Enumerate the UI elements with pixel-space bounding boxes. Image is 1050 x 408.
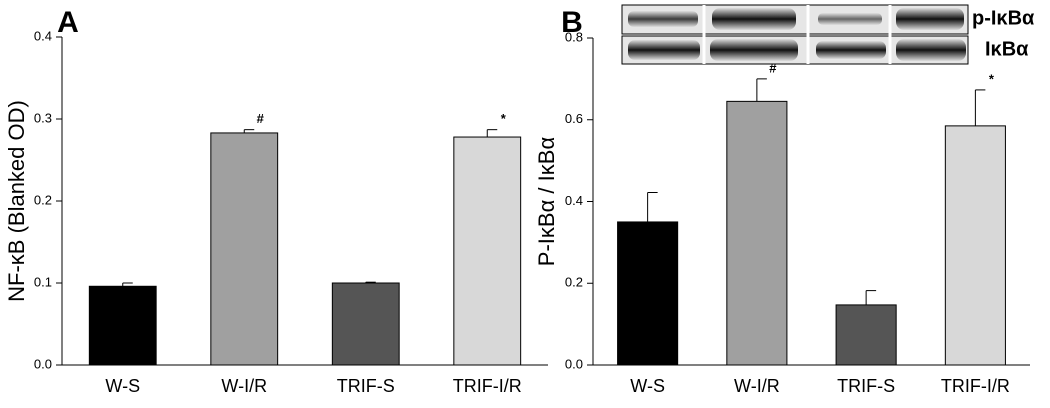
y-tick-label: 0.4 — [34, 28, 52, 43]
significance-mark: * — [501, 111, 507, 126]
significance-mark: # — [769, 60, 777, 75]
y-axis-title: NF-κB (Blanked OD) — [4, 100, 29, 302]
blot-label: p-IκBα — [972, 7, 1035, 29]
blot-band — [712, 8, 796, 30]
blot-band — [896, 39, 966, 61]
bar — [210, 132, 279, 366]
y-tick-label: 0.4 — [565, 193, 583, 208]
x-tick-label: W-S — [105, 376, 140, 396]
y-tick-label: 0.3 — [34, 110, 52, 125]
y-tick-label: 0.6 — [565, 111, 583, 126]
y-tick-label: 0.1 — [34, 274, 52, 289]
y-axis-title: P-IκBα / IκBα — [534, 137, 559, 267]
y-tick-label: 0.0 — [34, 356, 52, 371]
x-tick-label: TRIF-S — [337, 376, 395, 396]
blot-band — [628, 11, 698, 27]
y-tick-label: 0.2 — [34, 192, 52, 207]
y-tick-label: 0.8 — [565, 29, 583, 44]
blot-band — [816, 41, 886, 59]
bar — [331, 282, 400, 366]
x-tick-label: TRIF-I/R — [941, 376, 1010, 396]
blot-band — [818, 13, 882, 25]
x-tick-label: W-I/R — [734, 376, 780, 396]
bar — [88, 285, 157, 366]
blot-band — [710, 39, 798, 61]
significance-mark: * — [989, 71, 995, 86]
bar — [944, 125, 1006, 366]
panel-label: B — [561, 6, 583, 39]
panel-label: A — [57, 6, 79, 39]
significance-mark: # — [257, 111, 265, 126]
blot-label: IκBα — [985, 38, 1029, 60]
y-tick-label: 0.2 — [565, 275, 583, 290]
x-tick-label: W-S — [630, 376, 665, 396]
x-tick-label: TRIF-I/R — [453, 376, 522, 396]
western-blot: p-IκBα IκBα — [621, 4, 1035, 65]
blot-band — [628, 40, 700, 60]
x-tick-label: W-I/R — [221, 376, 267, 396]
x-tick-label: TRIF-S — [837, 376, 895, 396]
bar — [835, 304, 897, 366]
bar — [617, 221, 679, 366]
bar — [726, 100, 788, 366]
y-tick-label: 0.0 — [565, 356, 583, 371]
blot-band — [896, 8, 964, 30]
bar — [453, 136, 522, 366]
